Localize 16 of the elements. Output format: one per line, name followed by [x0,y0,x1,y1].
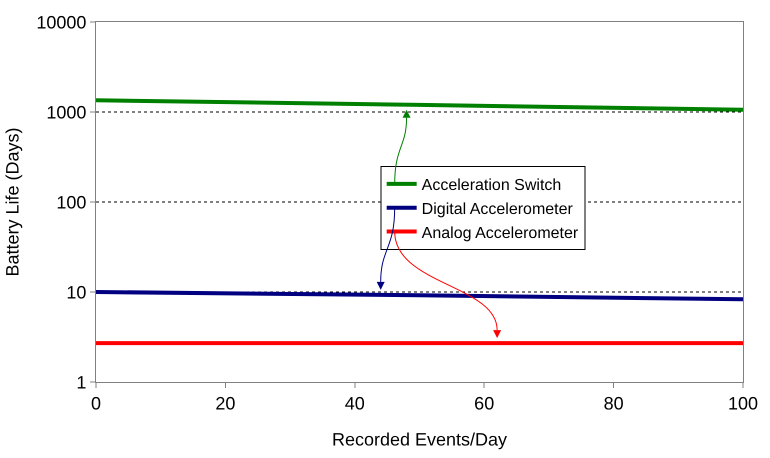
x-axis-title: Recorded Events/Day [332,430,508,450]
legend-label: Digital Accelerometer [422,200,574,218]
x-tick-label: 100 [728,394,758,414]
x-tick-label: 20 [215,394,236,414]
x-tick-label: 80 [604,394,624,414]
x-tick-label: 40 [344,394,365,414]
y-tick-label: 10000 [36,12,86,32]
y-tick-label: 10 [66,282,86,302]
legend-label: Analog Accelerometer [422,224,579,242]
y-tick-label: 100 [56,192,86,212]
legend-label: Acceleration Switch [422,177,562,194]
y-axis-title: Battery Life (Days) [2,127,23,277]
y-tick-label: 1000 [46,102,86,122]
x-tick-label: 60 [474,394,494,414]
x-tick-label: 0 [90,394,102,414]
y-tick-label: 1 [76,372,86,392]
